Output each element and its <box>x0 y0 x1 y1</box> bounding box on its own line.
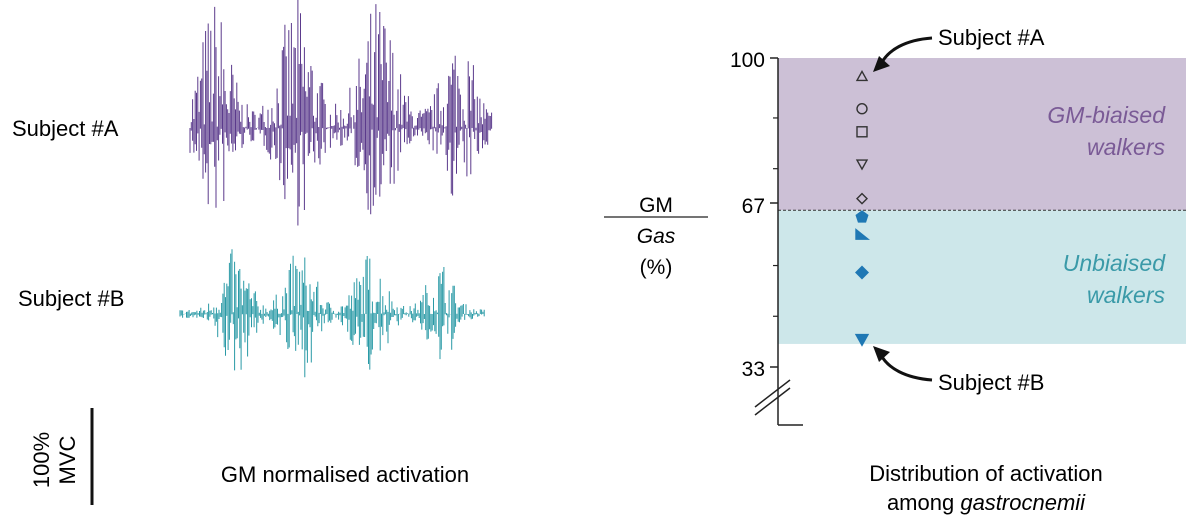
data-point-marker <box>856 103 868 115</box>
y-tick-label-100: 100 <box>730 49 765 72</box>
annotation-arrow-b <box>879 354 933 382</box>
annotation-arrowhead-a <box>873 56 890 72</box>
data-point-marker <box>854 333 870 347</box>
region-unbiaised-label-2: walkers <box>1087 282 1165 308</box>
y-tick-label-33: 33 <box>742 358 765 381</box>
y-minor-ticks <box>773 117 778 317</box>
region-unbiaised <box>778 210 1186 344</box>
data-point-marker <box>856 192 868 205</box>
annotation-subject-b: Subject #B <box>938 370 1044 395</box>
y-label-denominator: Gas <box>637 225 676 248</box>
emg-trace-subject-a <box>189 0 493 226</box>
left-caption: GM normalised activation <box>221 462 469 487</box>
data-point-marker <box>855 210 869 223</box>
subject-b-label: Subject #B <box>18 286 124 311</box>
region-gm-biaised <box>778 58 1186 211</box>
region-gm-biaised-label-1: GM-biaised <box>1047 102 1166 128</box>
data-point-marker <box>855 265 869 280</box>
subject-a-label: Subject #A <box>12 116 119 141</box>
annotation-subject-a: Subject #A <box>938 25 1045 50</box>
region-gm-biaised-label-2: walkers <box>1087 134 1165 160</box>
emg-signal-path <box>179 249 485 378</box>
axis-break-mark-1 <box>754 379 791 408</box>
right-caption-italic: gastrocnemii <box>960 490 1086 515</box>
axis-break-mark-2 <box>754 387 791 416</box>
data-point-marker <box>855 228 870 240</box>
y-tick-label-67: 67 <box>742 195 765 218</box>
emg-trace-subject-b <box>179 249 485 378</box>
y-label-numerator: GM <box>639 194 673 217</box>
right-caption-prefix: among <box>887 490 960 515</box>
scale-label-top: 100% <box>29 432 54 488</box>
annotation-arrowhead-b <box>873 346 890 362</box>
data-point-marker <box>856 126 868 138</box>
emg-signal-path <box>189 0 493 226</box>
right-caption-line-1: Distribution of activation <box>869 461 1103 486</box>
data-markers <box>854 70 870 347</box>
scale-label-bottom: MVC <box>55 435 80 484</box>
data-point-marker <box>855 70 869 82</box>
region-unbiaised-label-1: Unbiaised <box>1063 250 1166 276</box>
right-caption-line-2: among gastrocnemii <box>887 490 1086 515</box>
data-point-marker <box>855 159 869 171</box>
y-label-unit: (%) <box>640 256 673 279</box>
